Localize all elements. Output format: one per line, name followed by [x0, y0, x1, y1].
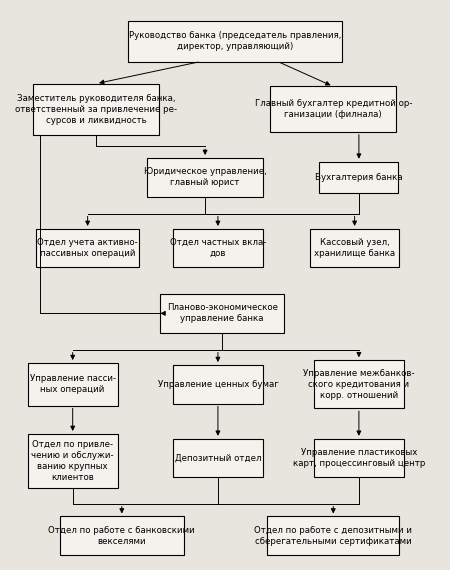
Text: Управление пластиковых
карт, процессинговый центр: Управление пластиковых карт, процессинго…: [292, 448, 425, 468]
Text: Бухгалтерия банка: Бухгалтерия банка: [315, 173, 403, 182]
FancyBboxPatch shape: [33, 84, 159, 135]
Text: Управление ценных бумаг: Управление ценных бумаг: [158, 380, 278, 389]
Text: Депозитный отдел: Депозитный отдел: [175, 454, 261, 462]
FancyBboxPatch shape: [173, 365, 263, 404]
FancyBboxPatch shape: [320, 162, 398, 193]
FancyBboxPatch shape: [28, 434, 117, 488]
Text: Заместитель руководителя банка,
ответственный за привлечение ре-
сурсов и ликвид: Заместитель руководителя банка, ответств…: [15, 93, 177, 125]
Text: Юридическое управление,
главный юрист: Юридическое управление, главный юрист: [144, 167, 266, 188]
Text: Отдел частных вкла-
дов: Отдел частных вкла- дов: [170, 238, 266, 258]
FancyBboxPatch shape: [60, 516, 184, 555]
Text: Кассовый узел,
хранилище банка: Кассовый узел, хранилище банка: [314, 238, 395, 258]
Text: Главный бухгалтер кредитной ор-
ганизации (филнала): Главный бухгалтер кредитной ор- ганизаци…: [255, 99, 412, 119]
FancyBboxPatch shape: [148, 158, 263, 197]
FancyBboxPatch shape: [128, 21, 342, 62]
FancyBboxPatch shape: [314, 360, 404, 408]
Text: Отдел учета активно-
пассивных операций: Отдел учета активно- пассивных операций: [37, 238, 138, 258]
FancyBboxPatch shape: [173, 229, 263, 267]
FancyBboxPatch shape: [160, 294, 284, 333]
Text: Отдел по привле-
чению и обслужи-
ванию крупных
клиентов: Отдел по привле- чению и обслужи- ванию …: [32, 439, 114, 482]
FancyBboxPatch shape: [314, 439, 404, 477]
FancyBboxPatch shape: [267, 516, 400, 555]
FancyBboxPatch shape: [173, 439, 263, 477]
Text: Управление межбанков-
ского кредитования и
корр. отношений: Управление межбанков- ского кредитования…: [303, 369, 415, 400]
FancyBboxPatch shape: [310, 229, 400, 267]
Text: Управление пасси-
ных операций: Управление пасси- ных операций: [30, 374, 116, 394]
Text: Планово-экономическое
управление банка: Планово-экономическое управление банка: [166, 303, 278, 323]
Text: Отдел по работе с банковскими
векселями: Отдел по работе с банковскими векселями: [49, 526, 195, 545]
FancyBboxPatch shape: [36, 229, 139, 267]
FancyBboxPatch shape: [270, 87, 396, 132]
Text: Отдел по работе с депозитными и
сберегательными сертификатами: Отдел по работе с депозитными и сберегат…: [254, 526, 412, 545]
Text: Руководство банка (председатель правления,
директор, управляющий): Руководство банка (председатель правлени…: [129, 31, 341, 51]
FancyBboxPatch shape: [28, 363, 117, 405]
